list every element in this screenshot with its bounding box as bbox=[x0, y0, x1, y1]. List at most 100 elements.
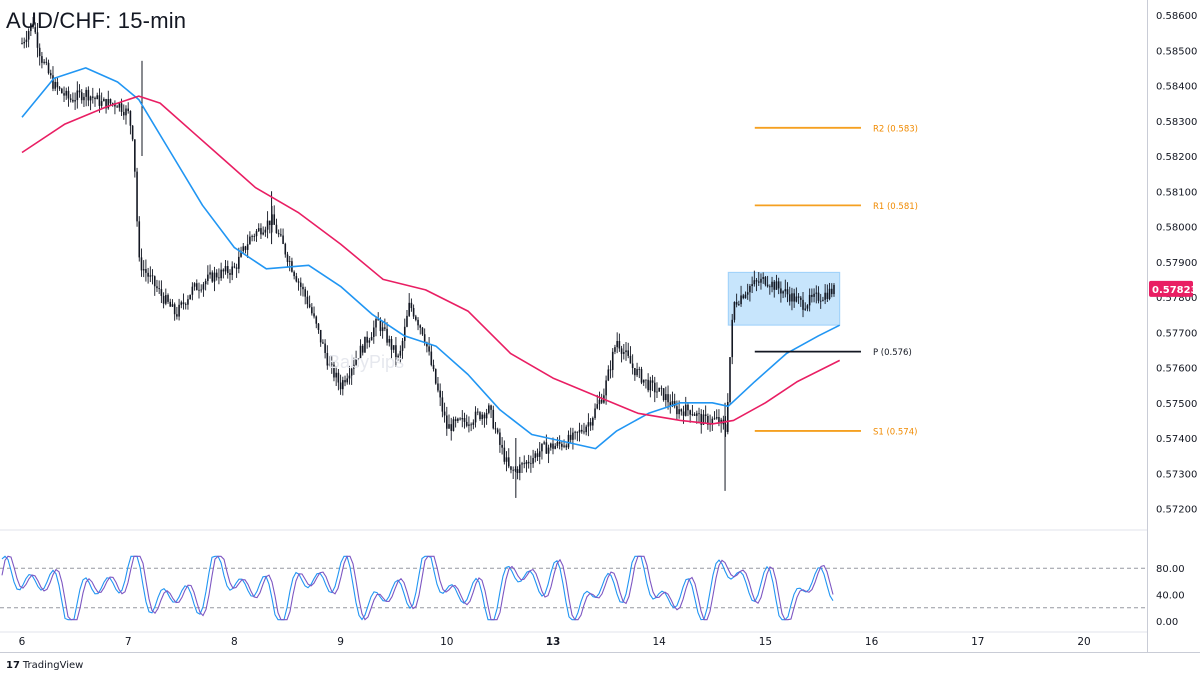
candle-body bbox=[510, 466, 512, 470]
candle-body bbox=[669, 402, 672, 407]
price-tick-label: 0.58300 bbox=[1156, 117, 1197, 128]
candle-body bbox=[381, 327, 384, 332]
candle-body bbox=[238, 256, 240, 269]
candle-body bbox=[817, 292, 820, 301]
price-tick-label: 0.57800 bbox=[1156, 293, 1197, 304]
time-tick-label: 6 bbox=[19, 636, 26, 648]
candle-body bbox=[280, 234, 282, 236]
candle-body bbox=[304, 289, 306, 297]
candle-body bbox=[370, 336, 373, 341]
candle-body bbox=[713, 418, 716, 420]
candle-body bbox=[512, 469, 514, 471]
candle-body bbox=[454, 419, 457, 421]
candle-body bbox=[47, 62, 50, 74]
current-price-label: 0.57823 bbox=[1152, 285, 1198, 296]
candle-body bbox=[698, 413, 700, 415]
candle-body bbox=[85, 89, 87, 97]
candle-body bbox=[83, 96, 85, 101]
candle-body bbox=[611, 351, 614, 370]
candle-body bbox=[485, 412, 488, 419]
candle-body bbox=[45, 61, 48, 63]
candle-body bbox=[724, 424, 727, 432]
candle-body bbox=[576, 431, 579, 433]
pivot-level-label: R2 (0.583) bbox=[873, 124, 918, 134]
candle-body bbox=[499, 432, 501, 445]
candle-body bbox=[337, 372, 340, 383]
candle-body bbox=[142, 269, 145, 271]
candle-body bbox=[600, 399, 603, 403]
candle-body bbox=[457, 418, 459, 421]
candle-body bbox=[173, 304, 176, 315]
candle-body bbox=[299, 282, 302, 287]
candle-body bbox=[682, 411, 685, 416]
candle-body bbox=[222, 269, 225, 272]
candle-body bbox=[295, 276, 298, 282]
candle-body bbox=[678, 409, 680, 415]
tradingview-brand[interactable]: 17 TradingView bbox=[6, 660, 83, 671]
candle-body bbox=[284, 243, 287, 255]
oscillator-tick-label: 80.00 bbox=[1156, 564, 1185, 575]
candle-body bbox=[105, 99, 107, 109]
candle-body bbox=[726, 401, 729, 432]
candle-body bbox=[782, 291, 784, 294]
candle-body bbox=[472, 422, 475, 425]
candle-body bbox=[176, 314, 178, 317]
candle-body bbox=[488, 405, 490, 413]
candle-body bbox=[266, 220, 269, 230]
price-tick-label: 0.57700 bbox=[1156, 328, 1197, 339]
candle-body bbox=[496, 429, 499, 433]
candle-body bbox=[448, 424, 450, 429]
candle-body bbox=[749, 286, 751, 293]
candle-body bbox=[824, 292, 826, 300]
candle-body bbox=[771, 281, 773, 288]
candle-body bbox=[27, 31, 30, 40]
candle-body bbox=[344, 380, 346, 383]
candle-body bbox=[52, 75, 54, 89]
candle-body bbox=[395, 345, 397, 358]
current-price-badge bbox=[1149, 280, 1193, 297]
candle-body bbox=[822, 299, 824, 301]
candle-body bbox=[184, 303, 187, 305]
chart-grid bbox=[0, 529, 1147, 633]
candle-body bbox=[476, 411, 479, 413]
candle-body bbox=[505, 457, 508, 462]
price-tick-label: 0.58400 bbox=[1156, 82, 1197, 93]
candle-body bbox=[364, 336, 366, 353]
candle-body bbox=[689, 410, 691, 415]
candle-body bbox=[585, 426, 587, 433]
candle-body bbox=[249, 236, 251, 245]
candle-body bbox=[773, 281, 776, 290]
price-tick-label: 0.57900 bbox=[1156, 258, 1197, 269]
candle-body bbox=[753, 280, 756, 285]
price-tick-label: 0.57500 bbox=[1156, 399, 1197, 410]
candle-body bbox=[403, 326, 406, 341]
candle-body bbox=[260, 228, 262, 235]
candle-body bbox=[563, 445, 565, 447]
candle-body bbox=[36, 32, 39, 48]
candle-body bbox=[775, 281, 778, 290]
candle-body bbox=[277, 233, 280, 235]
candle-body bbox=[41, 56, 43, 63]
candle-body bbox=[384, 327, 386, 329]
candle-body bbox=[200, 289, 203, 291]
candle-body bbox=[169, 301, 172, 307]
candle-body bbox=[350, 368, 353, 376]
candle-body bbox=[538, 451, 541, 457]
candle-body bbox=[74, 100, 76, 102]
candle-body bbox=[333, 364, 335, 378]
candle-body bbox=[618, 341, 621, 349]
candle-body bbox=[182, 302, 185, 304]
candle-body bbox=[642, 379, 645, 383]
candle-body bbox=[187, 299, 189, 305]
candle-body bbox=[69, 98, 72, 100]
candle-body bbox=[392, 345, 395, 350]
brand-name: TradingView bbox=[22, 660, 84, 671]
candle-body bbox=[629, 355, 632, 364]
price-tick-label: 0.58000 bbox=[1156, 223, 1197, 234]
candle-body bbox=[574, 431, 576, 433]
candle-body bbox=[636, 369, 638, 376]
candle-body bbox=[147, 272, 149, 277]
candle-body bbox=[87, 89, 90, 101]
